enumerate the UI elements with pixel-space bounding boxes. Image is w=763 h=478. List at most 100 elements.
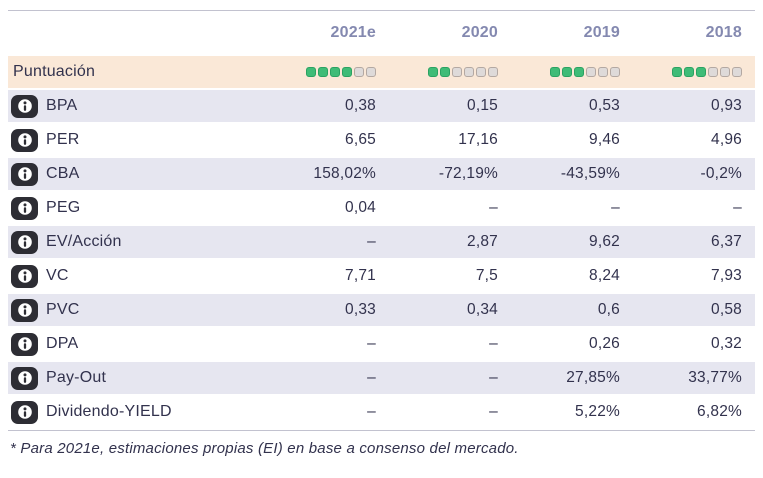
info-icon[interactable] [11,298,38,322]
value-cell: 8,24 [589,267,620,284]
row-label-cell: CBA [8,162,267,186]
value-cell: – [489,199,498,216]
score-dot-empty [586,67,596,77]
score-dot-filled [306,67,316,77]
score-dot-filled [696,67,706,77]
column-header-2019: 2019 [583,23,620,41]
value-cell: 6,65 [345,131,376,148]
value-cell: – [489,335,498,352]
value-cell: – [367,403,376,420]
value-cell: 158,02% [313,165,376,182]
value-cell: 9,62 [589,233,620,250]
value-cell: 6,37 [711,233,742,250]
value-cell: 33,77% [688,369,742,386]
score-dots-2018 [633,56,755,88]
value-cell: 6,82% [697,403,742,420]
value-cell: 0,93 [711,97,742,114]
value-cell: 0,32 [711,335,742,352]
value-cell: 0,15 [467,97,498,114]
score-dots-2019 [511,56,633,88]
column-header-2020: 2020 [461,23,498,41]
table-row: PEG 0,04 – – – [8,192,755,224]
value-cell: -43,59% [560,165,620,182]
info-icon[interactable] [11,400,38,424]
column-header-2021e: 2021e [330,23,376,41]
score-row: Puntuación [8,56,755,88]
info-icon[interactable] [11,196,38,220]
value-cell: – [367,233,376,250]
value-cell: – [367,335,376,352]
score-dot-empty [708,67,718,77]
score-dot-filled [440,67,450,77]
row-label-cell: Pay-Out [8,366,267,390]
value-cell: 27,85% [566,369,620,386]
row-label: PER [46,131,80,148]
score-dot-empty [452,67,462,77]
value-cell: 7,5 [475,267,498,284]
footnote: * Para 2021e, estimaciones propias (EI) … [8,430,755,457]
info-icon[interactable] [11,264,38,288]
value-cell: 0,34 [467,301,498,318]
score-dot-filled [574,67,584,77]
row-label-cell: EV/Acción [8,230,267,254]
row-label: Dividendo-YIELD [46,403,172,420]
row-label: EV/Acción [46,233,122,250]
score-dot-filled [318,67,328,77]
info-icon[interactable] [11,94,38,118]
value-cell: -0,2% [700,165,742,182]
row-label-cell: VC [8,264,267,288]
metric-rows: BPA 0,38 0,15 0,53 0,93 PER 6,65 17,16 9… [8,90,755,428]
value-cell: 0,26 [589,335,620,352]
table-header-row: 2021e 2020 2019 2018 [8,11,755,54]
value-cell: 7,71 [345,267,376,284]
table-row: PVC 0,33 0,34 0,6 0,58 [8,294,755,326]
score-dot-empty [366,67,376,77]
table-row: Pay-Out – – 27,85% 33,77% [8,362,755,394]
table-row: VC 7,71 7,5 8,24 7,93 [8,260,755,292]
score-dot-filled [562,67,572,77]
value-cell: – [733,199,742,216]
row-label-cell: PVC [8,298,267,322]
value-cell: 0,04 [345,199,376,216]
table-row: CBA 158,02% -72,19% -43,59% -0,2% [8,158,755,190]
valuation-metrics-table: 2021e 2020 2019 2018 Puntuación BPA 0, [8,10,755,457]
valuation-metrics-page: 2021e 2020 2019 2018 Puntuación BPA 0, [8,10,755,457]
value-cell: 0,38 [345,97,376,114]
value-cell: 5,22% [575,403,620,420]
score-dot-empty [354,67,364,77]
row-label-cell: DPA [8,332,267,356]
info-icon[interactable] [11,162,38,186]
info-icon[interactable] [11,366,38,390]
row-label-cell: BPA [8,94,267,118]
row-label: PEG [46,199,81,216]
score-dot-empty [476,67,486,77]
value-cell: 17,16 [458,131,498,148]
score-dot-empty [720,67,730,77]
row-label-cell: PER [8,128,267,152]
score-dot-empty [464,67,474,77]
score-dot-filled [330,67,340,77]
score-dot-filled [428,67,438,77]
table-row: EV/Acción – 2,87 9,62 6,37 [8,226,755,258]
row-label: Pay-Out [46,369,107,386]
table-row: BPA 0,38 0,15 0,53 0,93 [8,90,755,122]
table-row: PER 6,65 17,16 9,46 4,96 [8,124,755,156]
info-icon[interactable] [11,230,38,254]
value-cell: – [367,369,376,386]
value-cell: – [611,199,620,216]
score-dot-empty [488,67,498,77]
score-dot-empty [732,67,742,77]
score-row-label: Puntuación [13,63,96,80]
value-cell: 4,96 [711,131,742,148]
row-label: VC [46,267,69,284]
info-icon[interactable] [11,128,38,152]
table-row: Dividendo-YIELD – – 5,22% 6,82% [8,396,755,428]
row-label-cell: Dividendo-YIELD [8,400,267,424]
row-label-cell: PEG [8,196,267,220]
value-cell: – [489,403,498,420]
row-label: CBA [46,165,80,182]
row-label: DPA [46,335,79,352]
info-icon[interactable] [11,332,38,356]
score-dot-empty [598,67,608,77]
value-cell: 0,58 [711,301,742,318]
